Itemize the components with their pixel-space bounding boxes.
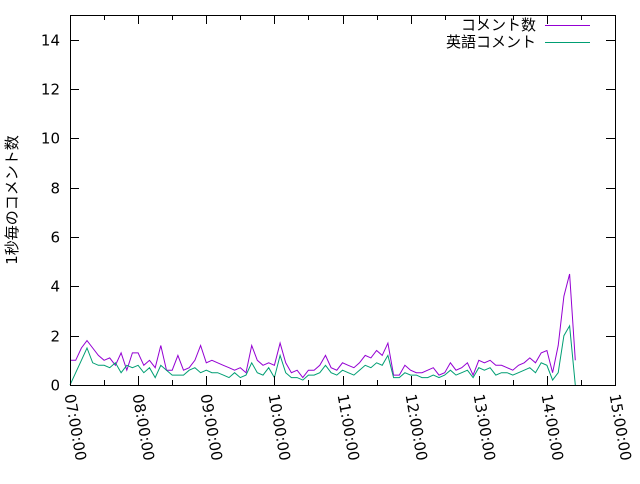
- series-layer: [70, 274, 575, 385]
- series-line: [70, 326, 575, 385]
- x-tick-label: 11:00:00: [334, 393, 363, 462]
- legend-label-english: 英語コメント: [446, 33, 536, 51]
- series-line: [70, 274, 575, 378]
- y-tick-label: 12: [41, 81, 60, 99]
- y-tick-label: 2: [50, 328, 60, 346]
- y-tick-label: 0: [50, 377, 60, 395]
- y-axis-label: 1秒毎のコメント数: [3, 135, 21, 265]
- x-tick-label: 10:00:00: [265, 393, 294, 462]
- y-tick-label: 6: [50, 229, 60, 247]
- legend: コメント数 英語コメント: [446, 16, 590, 51]
- x-tick-label: 14:00:00: [538, 393, 567, 462]
- series-1: [70, 326, 575, 385]
- plot-border: [71, 16, 616, 386]
- series-0: [70, 274, 575, 378]
- x-tick-label: 12:00:00: [402, 393, 431, 462]
- x-tick-label: 13:00:00: [470, 393, 499, 462]
- y-tick-label: 4: [50, 278, 60, 296]
- x-tick-label: 07:00:00: [61, 393, 90, 462]
- ticks-layer: 0 2 4 6 8 10 12 14 07:00:00 08:00:00 09:00:00 10:00…: [41, 15, 635, 462]
- y-tick-label: 14: [41, 32, 60, 50]
- y-tick-label: 8: [50, 180, 60, 198]
- x-tick-label: 09:00:00: [197, 393, 226, 462]
- y-tick-label: 10: [41, 130, 60, 148]
- x-tick-label: 08:00:00: [129, 393, 158, 462]
- x-tick-label: 15:00:00: [606, 393, 635, 462]
- legend-label-comments: コメント数: [461, 16, 536, 34]
